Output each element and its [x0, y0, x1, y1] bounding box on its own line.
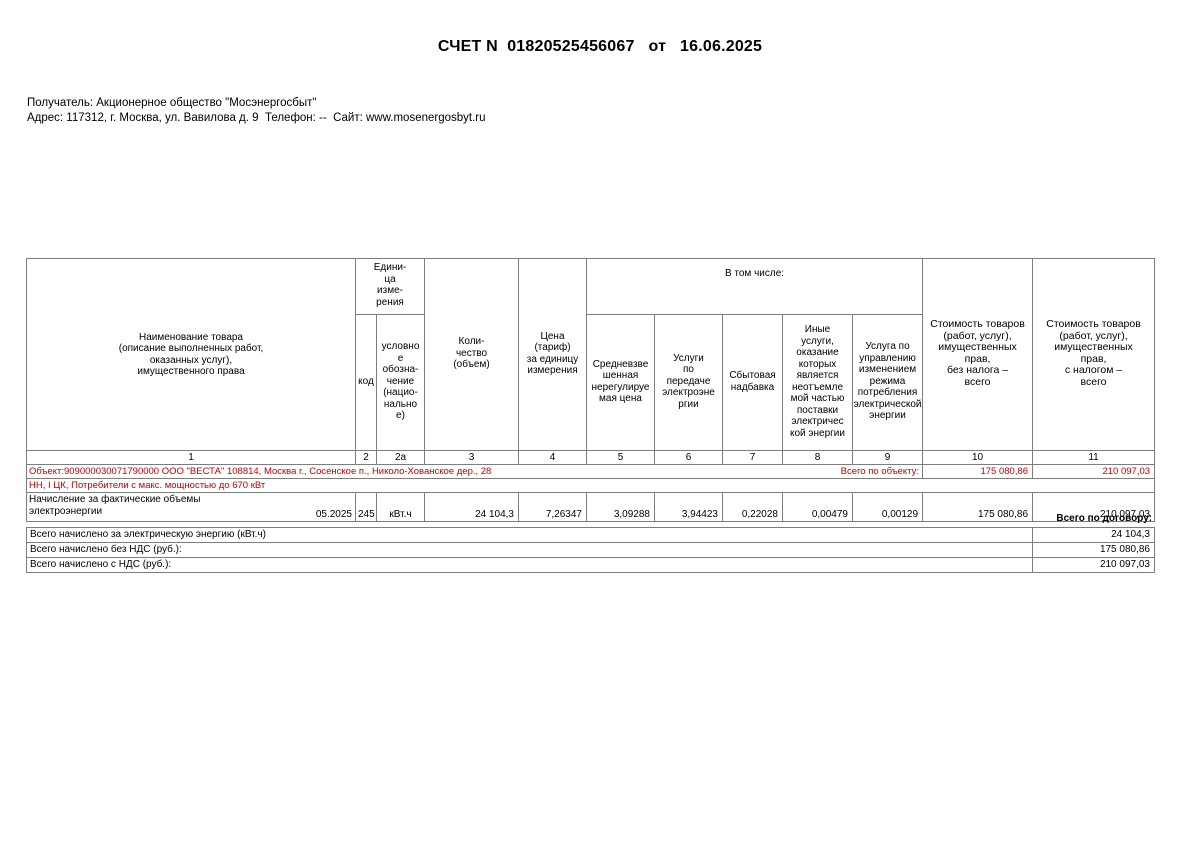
row-regime-service: 0,00129 — [851, 492, 924, 522]
contract-total-label: Всего по договору: — [1056, 513, 1152, 524]
summary-label-kwh: Всего начислено за электрическую энергию… — [26, 527, 1033, 543]
recipient-address-line: Адрес: 117312, г. Москва, ул. Вавилова д… — [27, 112, 486, 124]
header-transmission-text: Услуги по передаче электроэне ргии — [662, 352, 715, 410]
colnum-1: 1 — [26, 450, 356, 465]
summary-value-without-vat: 175 080,86 — [1032, 542, 1155, 558]
header-cell-sales-markup: Сбытовая надбавка — [722, 314, 783, 448]
object-subrow: НН, I ЦК, Потребители с макс. мощностью … — [26, 478, 1156, 493]
summary-row-without-vat: Всего начислено без НДС (руб.): 175 080,… — [26, 542, 1155, 558]
object-subrow-blank-10 — [852, 478, 923, 493]
header-cell-other-services: Иные услуги, оказание которых является н… — [782, 314, 853, 448]
row-weighted-price: 3,09288 — [586, 492, 655, 522]
row-period: 05.2025 — [315, 508, 352, 520]
header-cell-regime-service: Услуга по управлению изменением режима п… — [851, 314, 924, 448]
header-cell-cost-with-tax: Стоимость товаров (работ, услуг), имущес… — [1032, 258, 1156, 448]
colnum-2a: 2а — [376, 450, 425, 465]
page-title: СЧЕТ N 01820525456067 от 16.06.2025 — [437, 38, 763, 55]
header-cost-with-tax-text: Стоимость товаров (работ, услуг), имущес… — [1046, 318, 1141, 388]
column-number-row: 1 2 2а 3 4 5 6 7 8 9 10 11 — [26, 450, 1156, 465]
header-regime-service-text: Услуга по управлению изменением режима п… — [853, 341, 922, 422]
row-cost-with-tax: 210 097,03 — [1032, 492, 1156, 522]
summary-table: Всего начислено за электрическую энергию… — [26, 527, 1155, 573]
header-included-group-text: В том числе: — [724, 268, 785, 279]
header-cell-quantity: Коли- чество (объем) — [424, 258, 519, 448]
object-total-label: Всего по объекту: — [782, 464, 924, 479]
summary-row-kwh: Всего начислено за электрическую энергию… — [26, 527, 1155, 543]
row-description: Начисление за фактические объемы электро… — [26, 492, 356, 522]
row-price: 7,26347 — [518, 492, 587, 522]
row-cost-without-tax: 175 080,86 — [922, 492, 1034, 522]
object-cost-with-tax: 210 097,03 — [1032, 464, 1156, 479]
header-unit-code-text: код — [358, 375, 374, 387]
colnum-6: 6 — [654, 450, 723, 465]
table-row: Начисление за фактические объемы электро… — [26, 492, 1156, 522]
header-cell-name: Наименование товара (описание выполненны… — [26, 258, 356, 451]
header-weighted-price-text: Средневзве шенная нерегулируе мая цена — [591, 358, 650, 405]
summary-label-with-vat: Всего начислено с НДС (руб.): — [26, 557, 1033, 573]
object-subrow-blank-9 — [782, 478, 853, 493]
header-row-sub: код условно е обозна- чение (нацио- наль… — [27, 314, 1155, 448]
header-quantity-text: Коли- чество (объем) — [453, 336, 490, 371]
row-sales-markup: 0,22028 — [722, 492, 783, 522]
object-row: Объект:909000030071790000 ООО "ВЕСТА" 10… — [26, 464, 1156, 479]
invoice-table: Наименование товара (описание выполненны… — [26, 258, 1156, 522]
object-subrow-blank-11 — [922, 478, 1033, 493]
header-cell-unit-symbol: условно е обозна- чение (нацио- нально е… — [376, 314, 425, 448]
colnum-4: 4 — [518, 450, 587, 465]
header-other-services-text: Иные услуги, оказание которых является н… — [790, 324, 845, 439]
header-cell-unit-group: Едини- ца изме- рения — [355, 258, 425, 315]
summary-row-with-vat: Всего начислено с НДС (руб.): 210 097,03 — [26, 557, 1155, 573]
object-cost-without-tax: 175 080,86 — [922, 464, 1034, 479]
row-description-text: Начисление за фактические объемы электро… — [29, 494, 201, 517]
object-label: Объект:909000030071790000 ООО "ВЕСТА" 10… — [26, 464, 783, 479]
colnum-9: 9 — [851, 450, 924, 465]
header-row-top: Наименование товара (описание выполненны… — [26, 258, 1156, 451]
header-cell-cost-without-tax: Стоимость товаров (работ, услуг), имущес… — [922, 258, 1034, 448]
summary-label-without-vat: Всего начислено без НДС (руб.): — [26, 542, 1033, 558]
summary-value-with-vat: 210 097,03 — [1032, 557, 1155, 573]
header-unit-group-text: Едини- ца изме- рения — [373, 262, 407, 308]
header-cell-transmission: Услуги по передаче электроэне ргии — [654, 314, 723, 448]
header-cell-weighted-price: Средневзве шенная нерегулируе мая цена — [586, 314, 655, 448]
header-unit-symbol-text: условно е обозна- чение (нацио- нально е… — [381, 341, 420, 422]
object-subrow-label: НН, I ЦК, Потребители с макс. мощностью … — [26, 478, 783, 493]
summary-value-kwh: 24 104,3 — [1032, 527, 1155, 543]
header-cell-price: Цена (тариф) за единицу измерения — [518, 258, 587, 448]
header-cell-unit-code: код — [355, 314, 377, 448]
header-name-text: Наименование товара (описание выполненны… — [118, 331, 264, 378]
colnum-10: 10 — [922, 450, 1034, 465]
colnum-11: 11 — [1032, 450, 1156, 465]
row-other-services: 0,00479 — [782, 492, 853, 522]
colnum-7: 7 — [722, 450, 783, 465]
colnum-3: 3 — [424, 450, 519, 465]
colnum-5: 5 — [586, 450, 655, 465]
row-quantity: 24 104,3 — [424, 492, 519, 522]
object-subrow-blank-12 — [1032, 478, 1156, 493]
header-sales-markup-text: Сбытовая надбавка — [729, 370, 776, 393]
header-cell-included-group: В том числе: — [585, 258, 924, 315]
header-price-text: Цена (тариф) за единицу измерения — [526, 330, 579, 377]
colnum-8: 8 — [782, 450, 853, 465]
recipient-name-line: Получатель: Акционерное общество "Мосэне… — [27, 97, 317, 109]
colnum-2: 2 — [355, 450, 377, 465]
header-cost-without-tax-text: Стоимость товаров (работ, услуг), имущес… — [930, 318, 1025, 388]
recipient-block: Получатель: Акционерное общество "Мосэне… — [27, 96, 486, 126]
